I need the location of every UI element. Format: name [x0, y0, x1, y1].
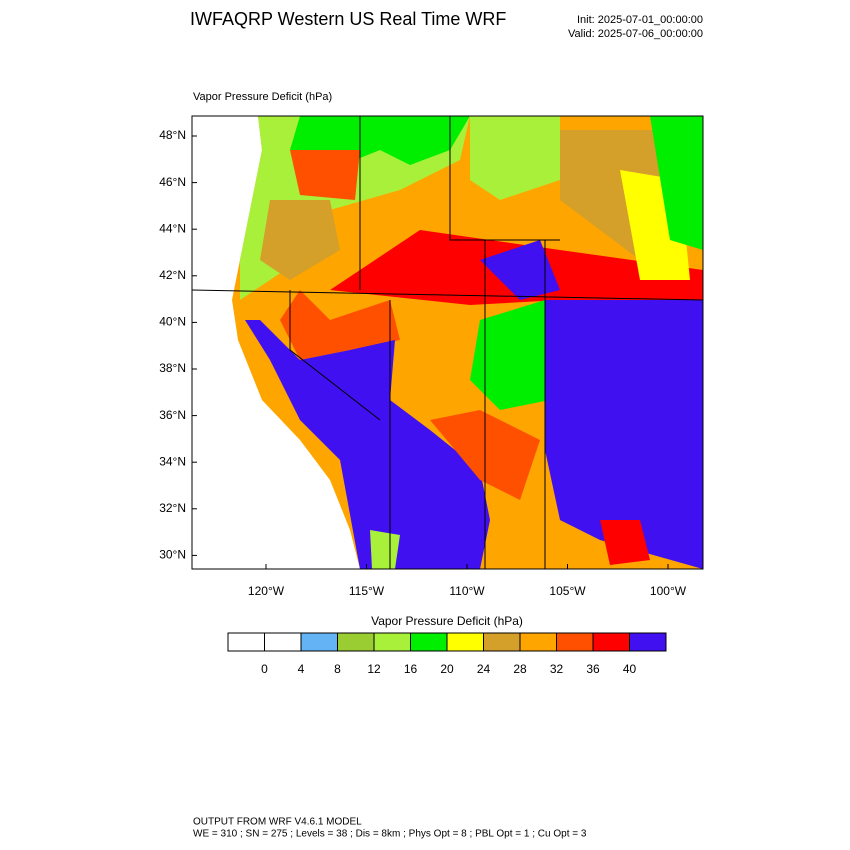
colorbar-swatch — [264, 632, 302, 652]
lat-label: 38°N — [159, 361, 186, 375]
init-time: Init: 2025-07-01_00:00:00 — [577, 14, 703, 26]
colorbar-label: 40 — [623, 662, 637, 676]
colorbar-title: Vapor Pressure Deficit (hPa) — [371, 614, 523, 628]
colorbar-swatch — [629, 632, 667, 652]
colorbar-swatch — [373, 632, 411, 652]
lat-label: 46°N — [159, 175, 186, 189]
lon-label: 120°W — [248, 584, 285, 598]
lat-label: 36°N — [159, 408, 186, 422]
colorbar-label: 32 — [550, 662, 564, 676]
map-frame — [191, 115, 704, 570]
colorbar-label: 16 — [404, 662, 418, 676]
lon-label: 105°W — [549, 584, 586, 598]
colorbar-label: 28 — [513, 662, 527, 676]
lat-label: 30°N — [159, 548, 186, 562]
valid-time: Valid: 2025-07-06_00:00:00 — [568, 28, 703, 40]
colorbar-swatch — [556, 632, 594, 652]
lat-label: 42°N — [159, 268, 186, 282]
map-field — [192, 116, 703, 569]
lat-label: 44°N — [159, 221, 186, 235]
colorbar-swatch — [227, 632, 265, 652]
colorbar-swatch — [300, 632, 338, 652]
colorbar-swatch — [592, 632, 630, 652]
colorbar-label: 8 — [334, 662, 341, 676]
colorbar-label: 24 — [477, 662, 491, 676]
map-subtitle: Vapor Pressure Deficit (hPa) — [193, 91, 332, 103]
footer-line: OUTPUT FROM WRF V4.6.1 MODEL — [193, 817, 362, 828]
colorbar-label: 20 — [440, 662, 454, 676]
lat-label: 48°N — [159, 128, 186, 142]
colorbar-swatch — [483, 632, 521, 652]
colorbar-label: 0 — [261, 662, 268, 676]
lat-label: 34°N — [159, 454, 186, 468]
colorbar-swatch — [410, 632, 448, 652]
colorbar-label: 36 — [586, 662, 600, 676]
lon-label: 115°W — [349, 584, 385, 598]
lat-label: 32°N — [159, 501, 186, 515]
lon-label: 110°W — [449, 584, 485, 598]
colorbar-swatch — [337, 632, 375, 652]
title: IWFAQRP Western US Real Time WRF — [190, 9, 506, 29]
colorbar-swatch — [446, 632, 484, 652]
lon-label: 100°W — [650, 584, 687, 598]
colorbar-swatch — [519, 632, 557, 652]
colorbar-label: 4 — [298, 662, 305, 676]
colorbar-label: 12 — [367, 662, 381, 676]
lat-label: 40°N — [159, 315, 186, 329]
footer-line: WE = 310 ; SN = 275 ; Levels = 38 ; Dis … — [193, 829, 587, 840]
